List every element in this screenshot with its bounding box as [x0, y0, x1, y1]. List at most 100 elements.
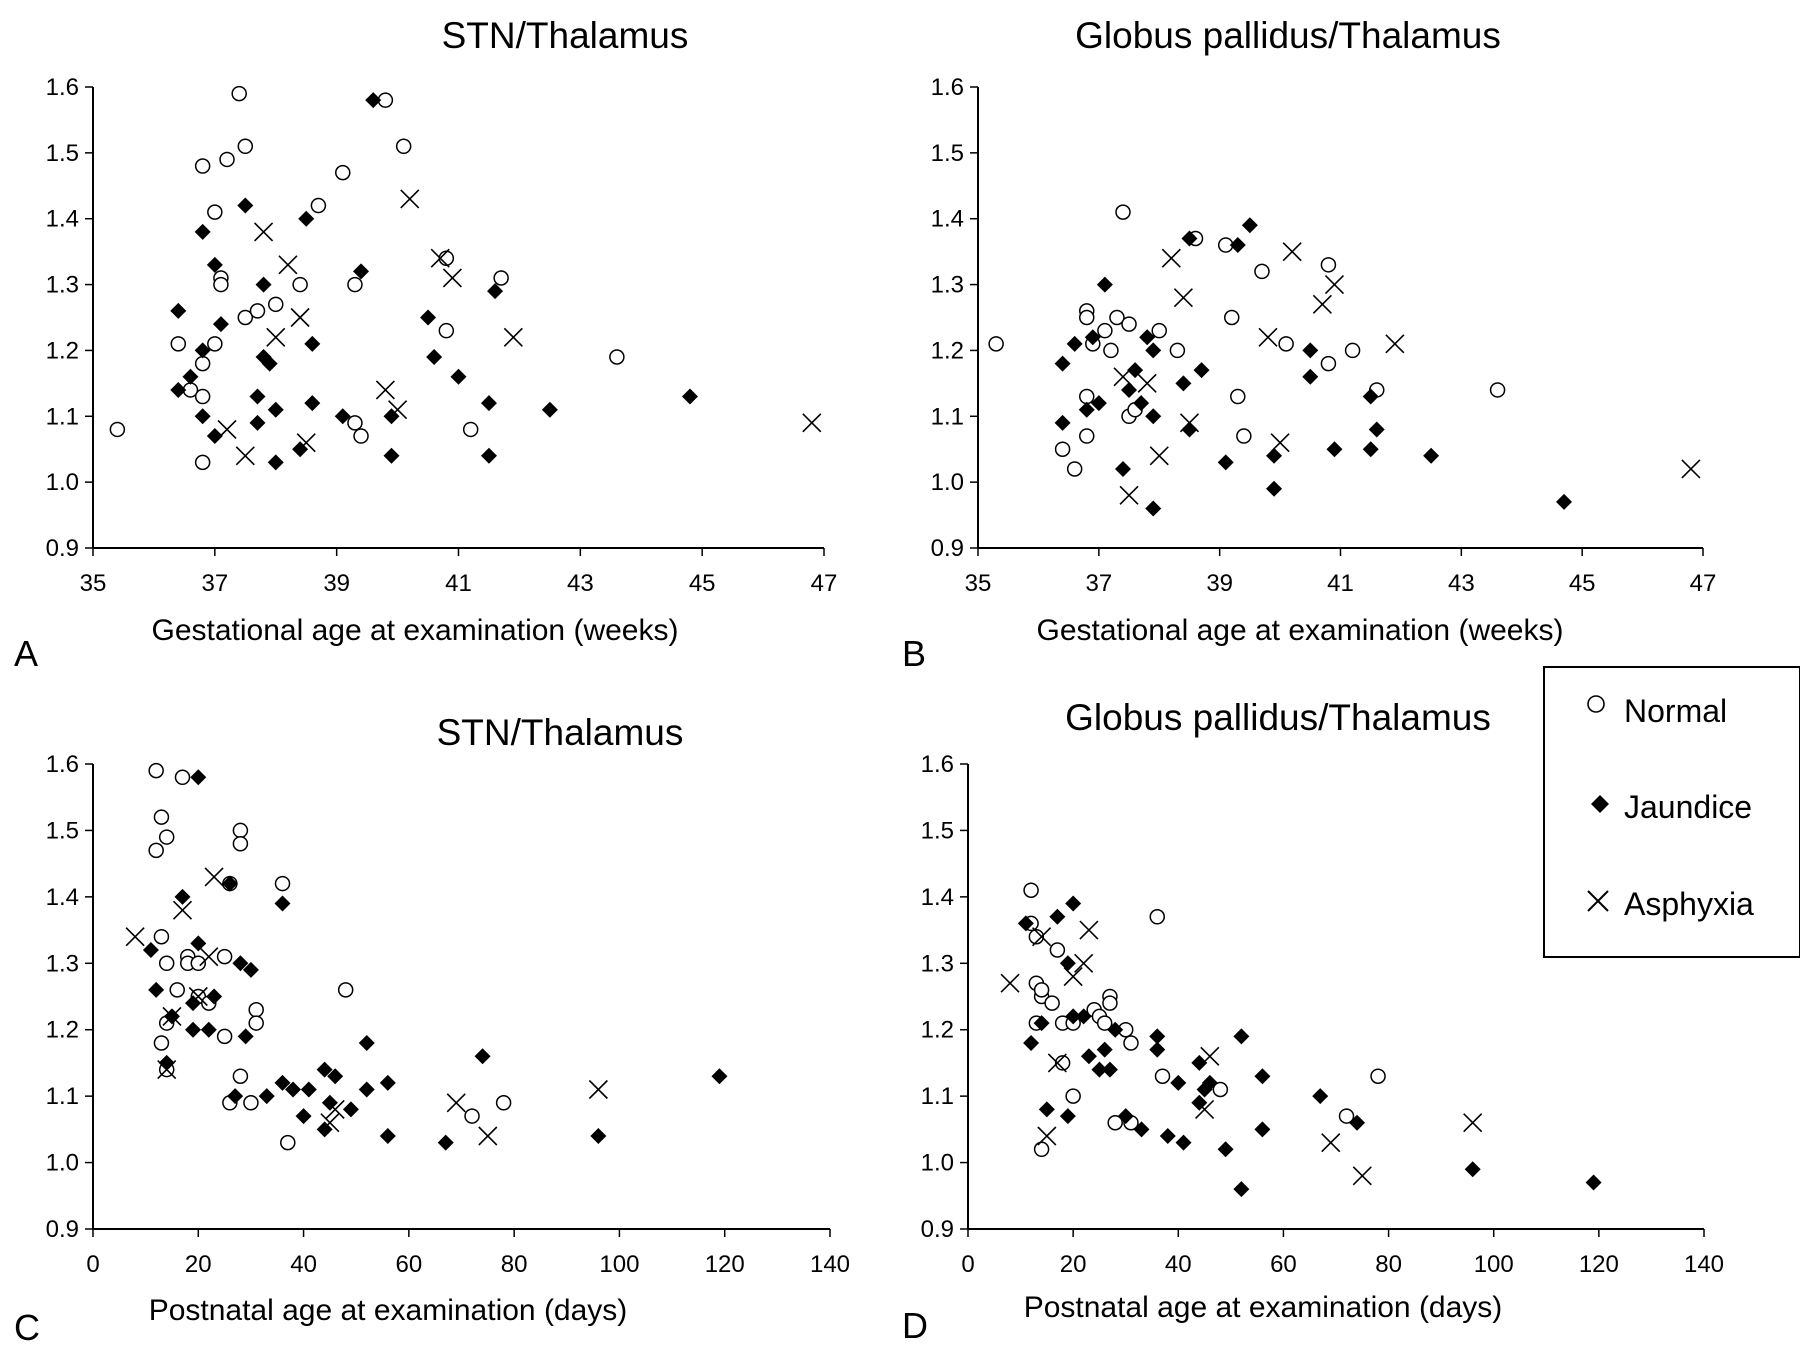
panel-d-x-tick-label: 40	[1165, 1251, 1192, 1278]
panel-a-point-normal	[438, 322, 455, 339]
panel-a-point-jaundice	[249, 414, 266, 431]
panel-a-point-asphyxia	[503, 327, 523, 347]
panel-b-point-jaundice	[1145, 342, 1162, 359]
panel-a-point-normal	[194, 158, 211, 174]
panel-d-point-normal	[1023, 882, 1039, 898]
panel-b-point-jaundice	[1266, 447, 1283, 464]
panel-c-xlabel: Postnatal age at examination (days)	[149, 1294, 628, 1327]
panel-c-point-asphyxia	[204, 867, 224, 887]
panel-b-point-normal	[1320, 355, 1337, 372]
panel-c-x-tick-label: 140	[810, 1251, 850, 1278]
panel-c-point-normal	[169, 982, 185, 998]
panel-c-label: C	[14, 1307, 40, 1348]
panel-b-point-normal	[1097, 322, 1113, 339]
panel-b-label: B	[902, 633, 926, 674]
legend-asphyxia-marker	[1587, 890, 1609, 912]
panel-d-point-asphyxia	[1032, 927, 1052, 947]
panel-a-y-tick-label: 1.3	[46, 272, 79, 299]
panel-d-point-jaundice	[1033, 1015, 1050, 1032]
panel-c-point-jaundice	[274, 1074, 291, 1091]
panel-d-point-jaundice	[1038, 1101, 1055, 1118]
panel-c-point-normal	[158, 829, 175, 845]
panel-a-x-tick-label: 41	[445, 570, 472, 597]
panel-b-point-asphyxia	[1149, 446, 1169, 466]
legend-normal-marker	[1587, 695, 1605, 713]
panel-d-point-asphyxia	[1195, 1099, 1215, 1119]
panel-b-point-normal	[1103, 342, 1119, 359]
panel-d-point-asphyxia	[1047, 1053, 1067, 1073]
panel-a-point-jaundice	[480, 395, 497, 412]
panel-b-point-jaundice	[1193, 362, 1210, 379]
panel-c-point-asphyxia	[478, 1126, 498, 1146]
panel-b-y-tick-label: 1.4	[931, 206, 964, 233]
panel-b-point-jaundice	[1368, 421, 1385, 438]
panel-b-y-tick-label: 1.6	[931, 74, 964, 101]
panel-d-title: Globus pallidus/Thalamus	[1065, 697, 1491, 738]
panel-a-point-jaundice	[182, 368, 199, 385]
panel-d-point-jaundice	[1159, 1128, 1176, 1144]
panel-a-point-asphyxia	[217, 419, 237, 440]
panel-d-point-normal	[1154, 1068, 1171, 1084]
panel-d-point-jaundice	[1065, 895, 1082, 912]
panel-d-point-jaundice	[1585, 1174, 1602, 1191]
panel-b-y-tick-label: 0.9	[931, 535, 964, 562]
panel-b-y-tick-label: 1.1	[931, 403, 964, 430]
panel-c-point-normal	[337, 982, 354, 998]
panel-b-point-asphyxia	[1385, 334, 1405, 354]
panel-d-point-jaundice	[1149, 1028, 1166, 1045]
panel-d-y-tick-label: 1.6	[921, 751, 954, 778]
panel-a-xlabel: Gestational age at examination (weeks)	[152, 614, 679, 647]
panel-c-x-tick-label: 40	[290, 1251, 317, 1278]
panel-c-x-tick-label: 80	[501, 1251, 528, 1278]
panel-a-x-tick-label: 43	[567, 570, 594, 597]
panel-b-point-jaundice	[1145, 500, 1162, 517]
panel-c-point-jaundice	[358, 1035, 375, 1051]
panel-c-point-normal	[464, 1108, 480, 1124]
panel-a-y-tick-label: 1.6	[46, 74, 79, 101]
panel-d-point-asphyxia	[1000, 973, 1020, 993]
panel-d-plot: 0.9 1.0 1.1 1.2 1.3 1.4 1.5 1.6 0 20 40 60 80 100 120 1…	[921, 751, 1724, 1278]
panel-d-point-normal	[1338, 1108, 1355, 1124]
panel-c-point-jaundice	[379, 1128, 396, 1144]
panel-d-point-jaundice	[1059, 955, 1076, 972]
panel-c-point-jaundice	[232, 955, 249, 972]
panel-a-point-normal	[609, 349, 625, 365]
panel-a-point-jaundice	[194, 223, 211, 240]
panel-b-point-jaundice	[1133, 395, 1150, 412]
panel-c-x-tick-label: 0	[86, 1251, 99, 1278]
panel-c-point-jaundice	[206, 988, 223, 1005]
panel-b-point-normal	[1224, 309, 1240, 326]
panel-b-point-asphyxia	[1681, 459, 1701, 479]
panel-d-point-jaundice	[1312, 1088, 1329, 1105]
panel-b-point-normal	[1254, 263, 1270, 280]
panel-a-point-jaundice	[487, 283, 504, 300]
panel-c-x-tick-label: 20	[185, 1251, 212, 1278]
panel-d-point-jaundice	[1217, 1141, 1234, 1158]
panel-b-point-jaundice	[1266, 480, 1283, 497]
panel-d-point-normal	[1044, 995, 1060, 1011]
panel-d-point-asphyxia	[1463, 1113, 1483, 1133]
panel-c-point-normal	[158, 955, 175, 972]
panel-a-plot: 0.9 1.0 1.1 1.2 1.3 1.4 1.5 1.6 35 37 39 41 43 45 47	[46, 74, 838, 597]
panel-a-point-normal	[347, 415, 363, 431]
panel-a-point-asphyxia	[442, 268, 462, 288]
panel-a-point-jaundice	[255, 276, 272, 293]
panel-d-point-jaundice	[1059, 1108, 1076, 1125]
panel-d-x-tick-label: 140	[1684, 1251, 1724, 1278]
panel-a-point-jaundice	[450, 368, 467, 385]
panel-b-point-jaundice	[1362, 441, 1379, 458]
legend-item-jaundice: Jaundice	[1591, 789, 1752, 825]
panel-c-point-normal	[232, 1068, 249, 1084]
panel-b-point-normal	[1115, 204, 1131, 220]
panel-c-point-normal	[174, 769, 191, 786]
panel-a-y-tick-label: 1.5	[46, 140, 79, 167]
panel-a-point-jaundice	[170, 302, 187, 319]
panel-a-point-normal	[231, 85, 247, 102]
panel-d-x-tick-label: 80	[1375, 1251, 1402, 1278]
panel-d-point-jaundice	[1065, 1008, 1082, 1025]
panel-b-x-tick-label: 43	[1448, 570, 1475, 597]
panel-a-point-jaundice	[298, 210, 315, 227]
panel-b-point-normal	[1079, 388, 1095, 405]
panel-d-y-tick-label: 1.3	[921, 950, 954, 977]
panel-a-point-normal	[194, 355, 211, 372]
